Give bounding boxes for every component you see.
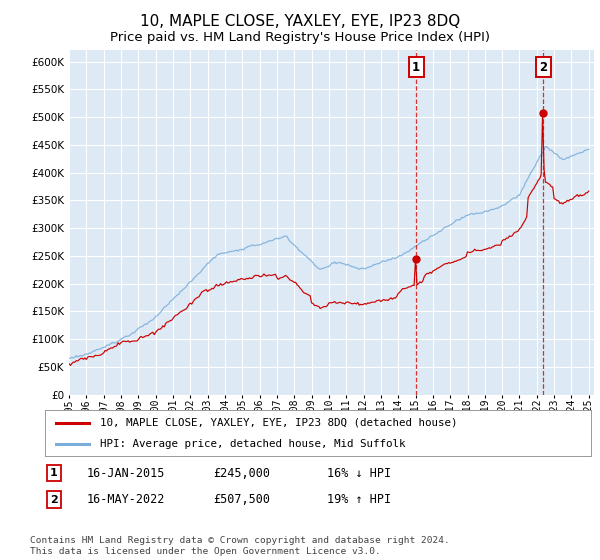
- Text: 10, MAPLE CLOSE, YAXLEY, EYE, IP23 8DQ: 10, MAPLE CLOSE, YAXLEY, EYE, IP23 8DQ: [140, 14, 460, 29]
- Text: 19% ↑ HPI: 19% ↑ HPI: [327, 493, 391, 506]
- Text: 16-MAY-2022: 16-MAY-2022: [87, 493, 166, 506]
- Text: £245,000: £245,000: [213, 466, 270, 480]
- Text: 2: 2: [539, 60, 547, 73]
- Text: 2: 2: [50, 494, 58, 505]
- Text: 1: 1: [412, 60, 420, 73]
- Text: 10, MAPLE CLOSE, YAXLEY, EYE, IP23 8DQ (detached house): 10, MAPLE CLOSE, YAXLEY, EYE, IP23 8DQ (…: [100, 418, 457, 428]
- Text: HPI: Average price, detached house, Mid Suffolk: HPI: Average price, detached house, Mid …: [100, 439, 405, 449]
- Text: 16-JAN-2015: 16-JAN-2015: [87, 466, 166, 480]
- Text: £507,500: £507,500: [213, 493, 270, 506]
- Bar: [416, 50, 543, 395]
- Text: 1: 1: [50, 468, 58, 478]
- Text: Contains HM Land Registry data © Crown copyright and database right 2024.
This d: Contains HM Land Registry data © Crown c…: [30, 536, 450, 556]
- Text: Price paid vs. HM Land Registry's House Price Index (HPI): Price paid vs. HM Land Registry's House …: [110, 31, 490, 44]
- Text: 16% ↓ HPI: 16% ↓ HPI: [327, 466, 391, 480]
